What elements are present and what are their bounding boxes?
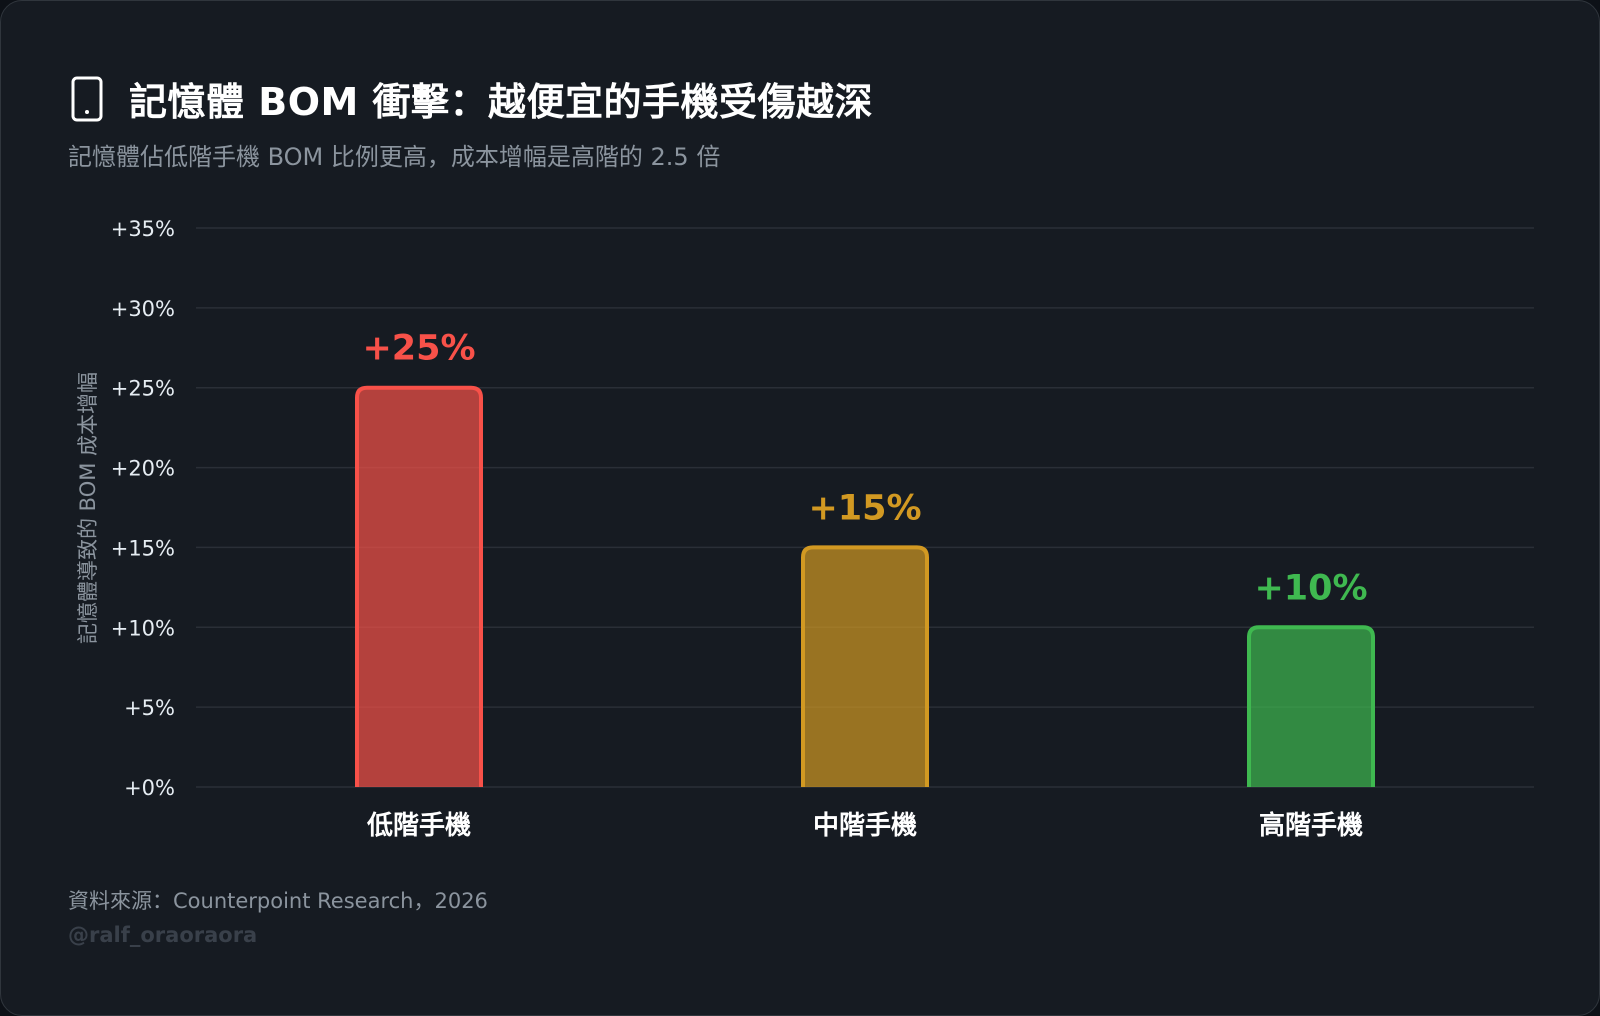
bar [357, 387, 481, 787]
title-row: 記憶體 BOM 衝擊：越便宜的手機受傷越深 [71, 71, 873, 126]
bar-data-label: +15% [808, 488, 921, 528]
x-tick-label: 中階手機 [813, 811, 917, 841]
mobile-phone-icon [71, 76, 103, 121]
y-tick-label: +0% [124, 776, 175, 800]
source-note: 資料來源：Counterpoint Research，2026 [68, 889, 488, 913]
y-axis-label: 記憶體導致的 BOM 成本增幅 [76, 372, 100, 644]
page-subtitle: 記憶體佔低階手機 BOM 比例更高，成本增幅是高階的 2.5 倍 [68, 143, 721, 171]
bar [803, 547, 927, 787]
y-tick-label: +10% [111, 616, 175, 640]
author-handle: @ralf_oraoraora [68, 923, 258, 947]
y-tick-label: +25% [111, 377, 175, 401]
y-tick-label: +15% [111, 536, 175, 560]
page-title: 記憶體 BOM 衝擊：越便宜的手機受傷越深 [129, 80, 874, 124]
bar-outline [1247, 625, 1375, 787]
bar-outline [355, 385, 483, 787]
x-tick-label: 高階手機 [1259, 810, 1363, 841]
y-tick-label: +5% [124, 696, 175, 720]
bar-data-label: +25% [362, 329, 475, 369]
bar [1249, 627, 1373, 787]
y-tick-label: +35% [111, 217, 175, 241]
y-tick-label: +20% [111, 457, 175, 481]
bar-chart: +0% +5% +10% +15% +20% +25% +30% +35% 記憶體導致的 BOM… [76, 217, 1534, 841]
y-tick-label: +30% [111, 297, 175, 321]
bar-outline [801, 545, 929, 787]
bar-data-label: +10% [1254, 568, 1367, 608]
x-tick-label: 低階手機 [366, 811, 471, 841]
